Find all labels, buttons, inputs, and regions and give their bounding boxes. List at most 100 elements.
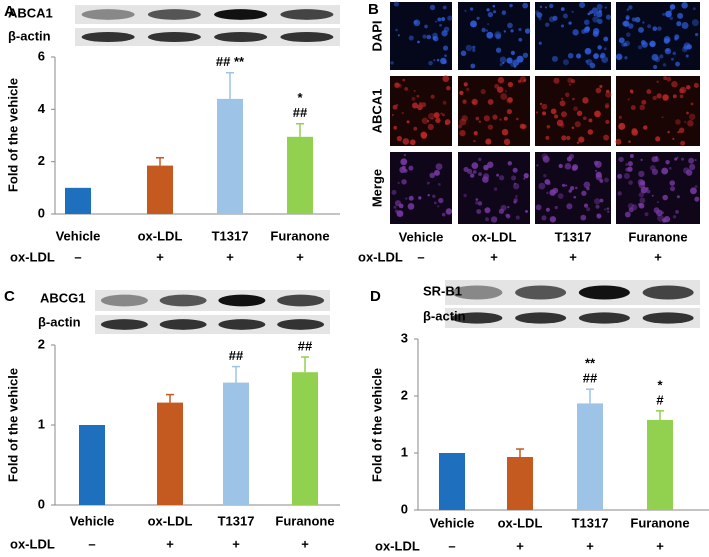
cell-dot <box>670 186 676 192</box>
cell-dot <box>476 16 480 20</box>
cell-dot <box>564 92 570 97</box>
cell-dot <box>439 23 442 27</box>
cell-dot <box>411 96 416 101</box>
cell-dot <box>656 80 659 83</box>
cell-dot <box>480 89 486 95</box>
cell-dot <box>655 136 661 142</box>
significance-mark: ## <box>229 348 244 363</box>
cell-dot <box>437 205 440 208</box>
cell-dot <box>557 193 564 199</box>
cell-dot <box>430 94 435 99</box>
cell-dot <box>470 20 477 28</box>
cell-dot <box>585 48 591 54</box>
cell-dot <box>573 195 577 199</box>
cell-dot <box>662 94 669 101</box>
treatment-mark: + <box>301 536 309 551</box>
significance-mark: # <box>656 392 664 407</box>
cell-dot <box>669 180 676 186</box>
cell-dot <box>641 99 647 105</box>
y-tick-label: 1 <box>38 416 45 431</box>
cell-dot <box>475 201 479 205</box>
cell-dot <box>589 62 596 69</box>
cell-dot <box>473 139 476 143</box>
cell-dot <box>475 198 479 201</box>
cell-dot <box>413 20 418 25</box>
cell-dot <box>431 117 434 120</box>
cell-dot <box>653 64 658 70</box>
cell-dot <box>666 48 669 52</box>
cell-dot <box>513 182 516 185</box>
bar <box>647 419 673 510</box>
cell-dot <box>463 82 468 87</box>
cell-dot <box>402 138 410 145</box>
cell-dot <box>629 89 634 93</box>
cell-dot <box>512 167 518 173</box>
cell-dot <box>441 113 445 117</box>
cell-dot <box>433 59 436 62</box>
cell-dot <box>393 205 397 209</box>
cell-dot <box>618 122 626 130</box>
cell-dot <box>475 116 480 121</box>
cell-dot <box>582 97 589 104</box>
cell-dot <box>463 166 469 172</box>
cell-dot <box>440 57 447 65</box>
cell-dot <box>459 129 466 137</box>
cell-dot <box>446 85 451 91</box>
cell-dot <box>573 106 578 112</box>
cell-dot <box>523 177 526 180</box>
treatment-mark: – <box>88 536 95 551</box>
cell-dot <box>522 2 529 9</box>
cell-dot <box>436 58 440 62</box>
cell-dot <box>469 173 475 178</box>
cell-dot <box>622 21 628 27</box>
cell-dot <box>638 27 644 33</box>
blot-band <box>578 285 630 300</box>
cell-dot <box>418 196 422 200</box>
cell-dot <box>523 79 527 82</box>
cell-dot <box>652 26 658 32</box>
blot-band <box>578 312 630 324</box>
cell-dot <box>406 120 410 124</box>
significance-mark: ## ** <box>216 54 245 69</box>
cell-dot <box>401 179 407 185</box>
cell-dot <box>644 212 649 217</box>
y-axis-label: Fold of the vehicle <box>5 368 20 482</box>
cell-dot <box>691 19 699 27</box>
cell-dot <box>503 30 507 33</box>
cell-dot <box>606 89 610 93</box>
cell-dot <box>493 187 498 191</box>
cell-dot <box>412 102 419 109</box>
treatment-mark: – <box>74 249 81 264</box>
cell-dot <box>581 29 586 34</box>
treatment-mark: + <box>226 249 234 264</box>
blot-band <box>277 294 325 307</box>
cell-dot <box>674 34 680 40</box>
cell-dot <box>657 26 662 31</box>
cell-dot <box>444 54 447 57</box>
cell-dot <box>667 130 670 134</box>
cell-dot <box>596 3 603 10</box>
cell-dot <box>606 207 610 210</box>
blot-band <box>100 294 148 307</box>
blot-label: SR-B1 <box>423 283 462 298</box>
cell-dot <box>567 52 574 59</box>
cell-dot <box>628 207 634 213</box>
cell-dot <box>516 117 519 121</box>
cell-dot <box>432 194 436 198</box>
cell-dot <box>396 210 404 218</box>
cell-dot <box>638 170 645 178</box>
cell-dot <box>666 76 672 82</box>
x-tick-label: ox-LDL <box>498 515 543 530</box>
cell-dot <box>473 131 478 136</box>
cell-dot <box>694 196 700 202</box>
cell-dot <box>433 112 440 119</box>
cell-dot <box>507 161 512 166</box>
cell-dot <box>500 93 508 100</box>
cell-dot <box>422 34 427 39</box>
cell-dot <box>638 181 646 189</box>
cell-dot <box>683 167 690 174</box>
cell-dot <box>669 4 676 10</box>
cell-dot <box>392 104 398 110</box>
bar <box>287 136 313 214</box>
cell-dot <box>438 197 444 204</box>
